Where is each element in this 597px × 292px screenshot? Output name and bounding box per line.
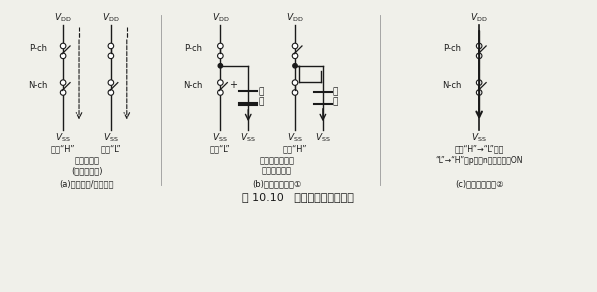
Text: (b)动态消耗电流①: (b)动态消耗电流① xyxy=(252,180,301,189)
Circle shape xyxy=(108,80,113,85)
Circle shape xyxy=(217,80,223,85)
Circle shape xyxy=(292,53,298,59)
Circle shape xyxy=(476,80,482,85)
Circle shape xyxy=(60,80,66,85)
Text: 充放电的电流: 充放电的电流 xyxy=(261,167,291,176)
Circle shape xyxy=(292,80,298,85)
Text: (只有漏电流): (只有漏电流) xyxy=(71,167,103,176)
Circle shape xyxy=(476,90,482,95)
Text: 图 10.10   发生消耗电流的路径: 图 10.10 发生消耗电流的路径 xyxy=(242,192,354,201)
Text: P-ch: P-ch xyxy=(29,44,47,53)
Text: 向输出浮游电容: 向输出浮游电容 xyxy=(259,156,294,165)
Circle shape xyxy=(293,64,297,68)
Text: $V_\mathrm{DD}$: $V_\mathrm{DD}$ xyxy=(470,12,488,24)
Text: $V_\mathrm{DD}$: $V_\mathrm{DD}$ xyxy=(287,12,304,24)
Text: 充
电: 充 电 xyxy=(258,87,263,107)
Text: 输入“L”: 输入“L” xyxy=(100,144,121,153)
Circle shape xyxy=(218,64,223,68)
Circle shape xyxy=(108,53,113,59)
Circle shape xyxy=(217,53,223,59)
Circle shape xyxy=(60,90,66,95)
Text: “L”→“H”时p沟、n沟器件同时ON: “L”→“H”时p沟、n沟器件同时ON xyxy=(435,156,523,165)
Text: 输出“H”→“L”或者: 输出“H”→“L”或者 xyxy=(454,144,504,153)
Text: $V_\mathrm{SS}$: $V_\mathrm{SS}$ xyxy=(103,131,119,144)
Circle shape xyxy=(476,43,482,49)
Text: 放
电: 放 电 xyxy=(333,87,338,107)
Text: $V_\mathrm{DD}$: $V_\mathrm{DD}$ xyxy=(54,12,72,24)
Text: $V_\mathrm{DD}$: $V_\mathrm{DD}$ xyxy=(211,12,229,24)
Text: 无电流脉冲: 无电流脉冲 xyxy=(75,156,100,165)
Circle shape xyxy=(108,43,113,49)
Text: 输入“H”: 输入“H” xyxy=(283,144,307,153)
Circle shape xyxy=(60,43,66,49)
Text: $V_\mathrm{SS}$: $V_\mathrm{SS}$ xyxy=(287,131,303,144)
Circle shape xyxy=(292,43,298,49)
Text: $V_\mathrm{SS}$: $V_\mathrm{SS}$ xyxy=(213,131,228,144)
Text: (c)动态消耗电流②: (c)动态消耗电流② xyxy=(455,180,503,189)
Text: 输入“H”: 输入“H” xyxy=(51,144,75,153)
Text: $V_\mathrm{DD}$: $V_\mathrm{DD}$ xyxy=(102,12,119,24)
Circle shape xyxy=(108,90,113,95)
Text: $V_\mathrm{SS}$: $V_\mathrm{SS}$ xyxy=(315,131,331,144)
Text: N-ch: N-ch xyxy=(442,81,461,90)
Circle shape xyxy=(476,53,482,59)
Text: P-ch: P-ch xyxy=(184,44,202,53)
Circle shape xyxy=(217,43,223,49)
Circle shape xyxy=(217,90,223,95)
Text: $V_\mathrm{SS}$: $V_\mathrm{SS}$ xyxy=(471,131,487,144)
Text: P-ch: P-ch xyxy=(443,44,461,53)
Text: $V_\mathrm{SS}$: $V_\mathrm{SS}$ xyxy=(55,131,71,144)
Circle shape xyxy=(292,90,298,95)
Text: 输入“L”: 输入“L” xyxy=(210,144,230,153)
Text: N-ch: N-ch xyxy=(183,81,202,90)
Text: (a)稳定状态/静止状态: (a)稳定状态/静止状态 xyxy=(60,180,114,189)
Text: +: + xyxy=(229,80,237,90)
Circle shape xyxy=(60,53,66,59)
Text: $V_\mathrm{SS}$: $V_\mathrm{SS}$ xyxy=(241,131,256,144)
Text: N-ch: N-ch xyxy=(28,81,47,90)
